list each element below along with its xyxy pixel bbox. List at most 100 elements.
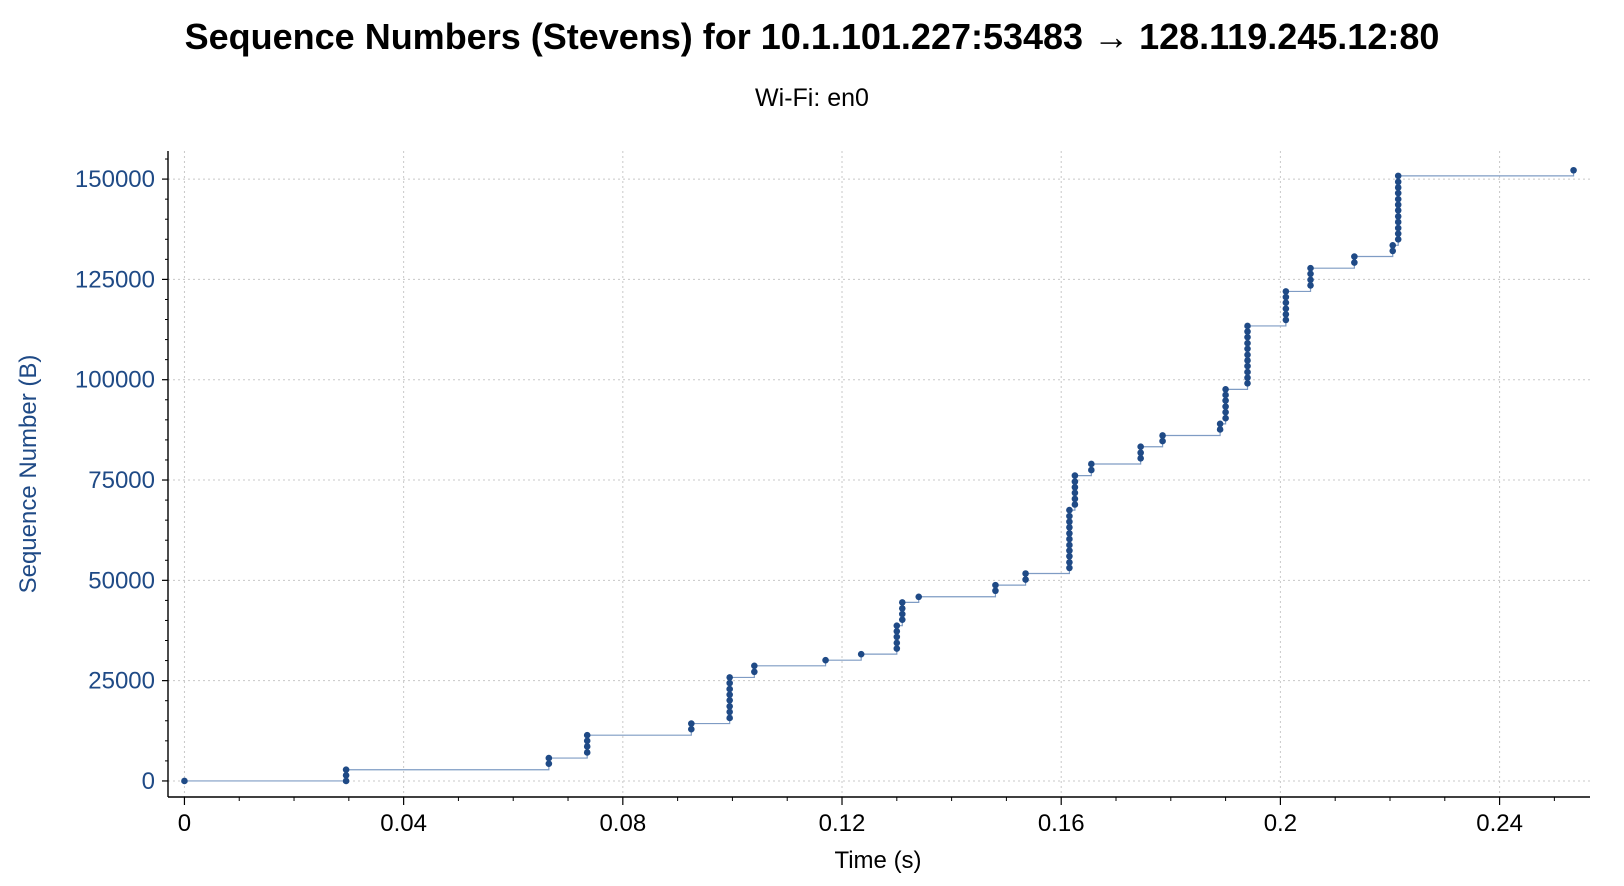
data-point [726, 703, 733, 710]
data-point [898, 616, 906, 623]
data-point [1389, 247, 1397, 255]
data-point [1307, 276, 1314, 284]
data-point [1307, 282, 1314, 289]
data-point [1066, 558, 1073, 566]
data-point [893, 645, 901, 652]
data-point [1022, 570, 1029, 577]
data-point [751, 668, 758, 676]
data-point [1244, 345, 1251, 353]
data-point [1394, 201, 1402, 209]
x-tick-label: 0.08 [599, 810, 646, 837]
data-point [1071, 478, 1079, 485]
data-point [1159, 437, 1166, 445]
x-tick-label: 0.16 [1038, 810, 1085, 837]
axes [167, 151, 1590, 798]
data-point [688, 725, 695, 733]
data-point [1282, 316, 1290, 324]
data-point [1351, 253, 1358, 260]
data-point [1071, 495, 1079, 503]
data-point [992, 581, 999, 589]
data-point [1137, 455, 1144, 462]
data-point [1282, 288, 1290, 295]
data-point [1244, 333, 1251, 341]
data-point [1159, 432, 1166, 439]
data-point [1244, 357, 1251, 364]
data-point [1066, 512, 1073, 520]
data-point [915, 593, 923, 601]
x-tick-label: 0 [178, 810, 191, 837]
data-point [545, 754, 553, 762]
data-point [898, 610, 906, 618]
data-point [342, 772, 350, 779]
data-point [1222, 397, 1229, 404]
data-point [1022, 576, 1029, 583]
data-point [898, 599, 906, 606]
data-point [1282, 311, 1290, 318]
data-point [1088, 460, 1095, 468]
data-point [1307, 270, 1314, 278]
data-point [898, 605, 906, 612]
data-point [1282, 305, 1290, 312]
data-point [688, 720, 695, 727]
data-point [1394, 189, 1402, 197]
data-point [1222, 414, 1229, 422]
data-point [1137, 449, 1144, 457]
data-point [992, 587, 999, 595]
data-point [1066, 552, 1073, 560]
data-point [726, 708, 733, 716]
data-point [726, 691, 733, 698]
grid [168, 151, 1590, 797]
data-point [1394, 207, 1402, 214]
data-point [1244, 368, 1251, 376]
data-point [1066, 524, 1073, 531]
y-tick-label: 0 [142, 768, 155, 795]
data-point [893, 622, 901, 629]
data-point [1088, 466, 1095, 474]
data-point [583, 737, 591, 745]
data-point [726, 685, 733, 693]
data-point [583, 743, 591, 750]
data-point [1216, 420, 1224, 428]
data-point [726, 714, 733, 722]
data-point [1394, 213, 1402, 220]
data-point [1394, 218, 1402, 226]
data-point [181, 777, 188, 785]
chart-subtitle: Wi-Fi: en0 [755, 84, 869, 112]
data-point [893, 627, 901, 635]
data-point [726, 679, 733, 687]
y-tick-label: 150000 [75, 166, 155, 193]
y-tick-label: 75000 [88, 467, 155, 494]
data-point [1394, 184, 1402, 191]
data-point [1389, 241, 1397, 249]
data-point [1244, 328, 1251, 335]
step-line-path [184, 170, 1575, 782]
data-point [1394, 195, 1402, 203]
ticks: 0 25000 50000 75000 100000 125000 150000 0 0.04 0… [75, 158, 1555, 837]
data-point [1307, 264, 1314, 272]
data-point [1137, 443, 1144, 451]
data-point [1066, 535, 1073, 543]
data-point [1222, 403, 1229, 410]
data-point [583, 749, 591, 756]
data-point [1071, 489, 1079, 497]
data-point [726, 674, 733, 681]
data-point [822, 656, 829, 664]
data-point [1066, 564, 1073, 572]
chart-title: Sequence Numbers (Stevens) for 10.1.101.… [185, 16, 1440, 57]
x-axis-label: Time (s) [834, 847, 921, 874]
data-point [1244, 374, 1251, 382]
x-tick-label: 0.24 [1476, 810, 1523, 837]
data-point [1071, 472, 1079, 479]
data-point [1282, 299, 1290, 306]
y-tick-label: 125000 [75, 266, 155, 293]
y-tick-label: 50000 [88, 567, 155, 594]
data-point [1394, 172, 1402, 180]
data-point [1394, 178, 1402, 186]
x-tick-label: 0.2 [1264, 810, 1297, 837]
data-point [1244, 362, 1251, 370]
data-point [545, 760, 553, 767]
data-point [1222, 386, 1229, 393]
x-tick-label: 0.12 [819, 810, 866, 837]
data-point [1282, 293, 1290, 301]
data-point [1071, 501, 1079, 508]
